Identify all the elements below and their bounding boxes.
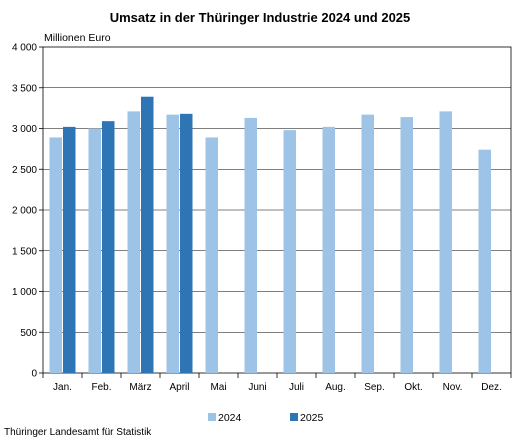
gridlines <box>43 87 511 333</box>
x-tick-label: Dez. <box>481 382 502 393</box>
x-tick-label: Mai <box>210 382 226 393</box>
bar-2025-März <box>141 96 154 373</box>
y-tick-label: 4 000 <box>12 43 37 54</box>
bar-2024-Okt. <box>400 117 413 373</box>
y-tick-label: 2 500 <box>12 165 37 176</box>
legend-swatch-2025 <box>290 413 298 421</box>
y-axis-ticks: 0 500 1 000 1 500 2 000 2 500 3 000 3 500 4 000 <box>12 43 43 380</box>
bars <box>49 96 491 374</box>
legend-label-2024: 2024 <box>218 412 242 424</box>
x-tick-label: Sep. <box>364 382 385 393</box>
y-tick-label: 3 500 <box>12 83 37 94</box>
x-tick-label: April <box>169 382 189 393</box>
y-axis-label: Millionen Euro <box>44 32 111 44</box>
legend-label-2025: 2025 <box>300 412 324 424</box>
x-tick-label: Okt. <box>404 382 422 393</box>
x-tick-label: Feb. <box>91 382 111 393</box>
legend: 2024 2025 <box>208 412 324 424</box>
bar-2025-April <box>180 113 193 373</box>
x-tick-label: Nov. <box>443 382 463 393</box>
bar-2024-März <box>127 111 140 373</box>
bar-2024-Dez. <box>478 149 491 373</box>
y-tick-label: 500 <box>20 328 37 339</box>
bar-2024-Juli <box>283 130 296 373</box>
x-tick-label: Jan. <box>53 382 72 393</box>
bar-2024-Juni <box>244 117 257 373</box>
y-tick-label: 0 <box>31 369 37 380</box>
x-tick-label: Juni <box>248 382 266 393</box>
y-tick-label: 1 000 <box>12 287 37 298</box>
y-tick-label: 1 500 <box>12 246 37 257</box>
source-note: Thüringer Landesamt für Statistik <box>4 427 152 438</box>
bar-2024-Nov. <box>439 111 452 373</box>
x-tick-label: Juli <box>289 382 304 393</box>
x-axis-ticks: Jan. Feb. März April Mai Juni Juli Aug. Sep. Okt.… <box>42 373 512 393</box>
bar-2024-Jan. <box>49 137 62 373</box>
legend-swatch-2024 <box>208 413 216 421</box>
bar-2025-Feb. <box>102 121 115 373</box>
bar-2024-Mai <box>205 137 218 373</box>
bar-2024-Feb. <box>88 128 101 373</box>
x-tick-label: März <box>129 382 151 393</box>
y-tick-label: 2 000 <box>12 206 37 217</box>
y-tick-label: 3 000 <box>12 124 37 135</box>
bar-2025-Jan. <box>63 126 76 374</box>
bar-2024-Sep. <box>361 114 374 374</box>
bar-2024-April <box>166 114 179 374</box>
bar-2024-Aug. <box>322 126 335 374</box>
x-tick-label: Aug. <box>325 382 346 393</box>
chart-title: Umsatz in der Thüringer Industrie 2024 u… <box>110 10 411 25</box>
